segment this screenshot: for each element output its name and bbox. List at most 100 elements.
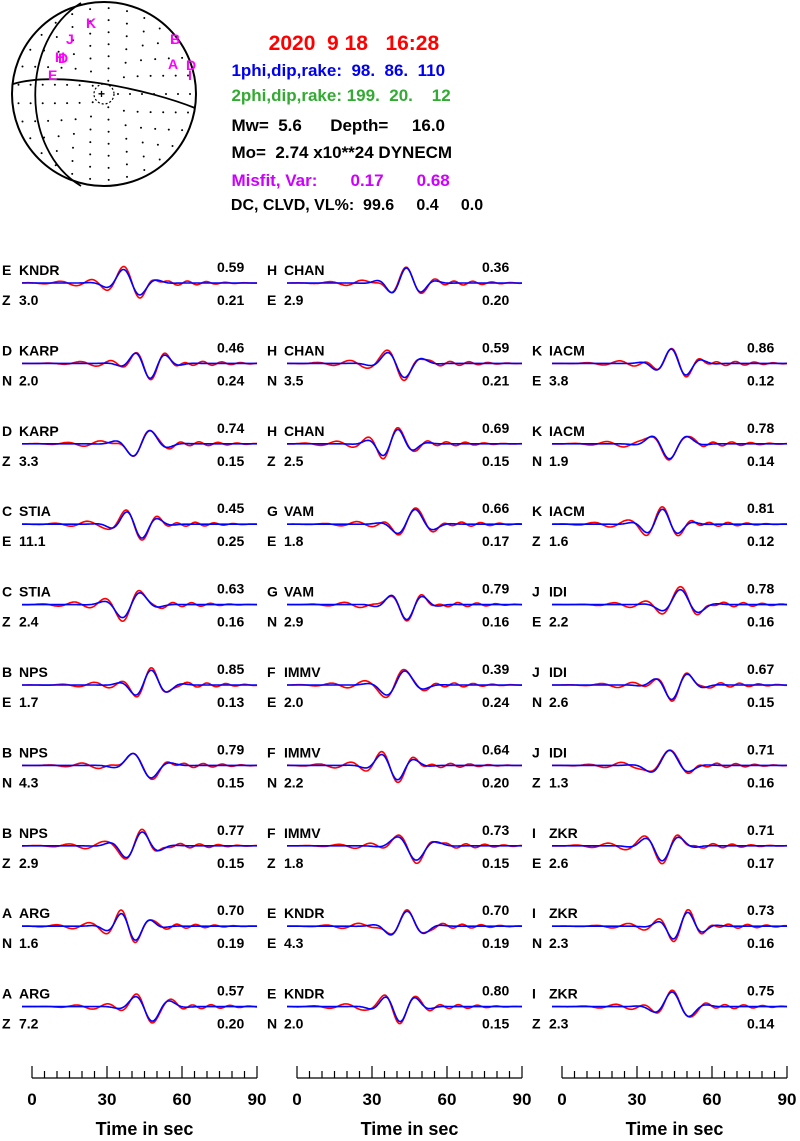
station-code: I xyxy=(532,905,536,921)
component: E xyxy=(532,614,541,630)
grid-dot xyxy=(141,44,144,47)
grid-dot xyxy=(125,35,128,38)
grid-dot xyxy=(124,61,127,64)
tick-label: 60 xyxy=(438,1090,457,1109)
station-code: E xyxy=(267,986,276,1002)
grid-dot xyxy=(89,153,92,156)
correlation-value: 0.59 xyxy=(482,339,509,355)
grid-dot xyxy=(162,111,165,114)
grid-dot xyxy=(140,59,142,62)
grid-dot xyxy=(89,165,92,168)
correlation-value: 0.70 xyxy=(482,902,509,918)
grid-dot xyxy=(107,106,110,109)
distance-value: 2.3 xyxy=(549,1016,569,1032)
grid-dot xyxy=(90,70,92,73)
correlation-value: 0.46 xyxy=(217,339,244,355)
component: Z xyxy=(532,1016,541,1032)
observed-trace xyxy=(287,750,522,784)
grid-dot xyxy=(122,109,125,112)
grid-dot xyxy=(156,143,159,146)
component: E xyxy=(267,694,276,710)
observed-trace xyxy=(287,668,523,699)
observed-trace xyxy=(22,351,258,381)
synthetic-trace xyxy=(552,911,787,940)
observed-trace xyxy=(287,266,522,295)
observed-trace xyxy=(22,589,257,623)
grid-dot xyxy=(167,57,170,60)
correlation-value: 0.71 xyxy=(747,741,774,757)
dc-label: DC, CLVD, VL%: xyxy=(230,197,355,214)
synthetic-trace xyxy=(552,836,787,862)
correlation-value: 0.73 xyxy=(482,822,509,838)
component: Z xyxy=(2,292,11,308)
observed-trace xyxy=(22,909,258,944)
station-code: E xyxy=(2,262,11,278)
synthetic-trace xyxy=(22,752,257,779)
mo-value: 2.74 x10**24 DYNECM xyxy=(275,143,453,162)
station-name: CHAN xyxy=(284,342,324,358)
correlation-value: 0.80 xyxy=(482,983,509,999)
correlation-value: 0.70 xyxy=(217,902,244,918)
grid-dot xyxy=(74,67,77,70)
observed-trace xyxy=(22,828,257,860)
distance-value: 2.9 xyxy=(284,292,304,308)
station-name: CHAN xyxy=(284,262,324,278)
grid-dot xyxy=(187,74,189,77)
station-code: J xyxy=(532,744,540,760)
grid-dot xyxy=(158,27,161,30)
component: E xyxy=(2,533,11,549)
time-axis: 0 30 60 90 Time in sec xyxy=(292,1066,531,1139)
grid-dot xyxy=(40,33,43,36)
tick-label: 60 xyxy=(703,1090,722,1109)
distance-value: 2.9 xyxy=(19,855,39,871)
grid-dot xyxy=(17,83,20,86)
correlation-value: 0.75 xyxy=(747,983,774,999)
station-name: ARG xyxy=(19,986,50,1002)
waveform-panel: H CHAN 0.69 Z 2.5 0.15 xyxy=(267,420,522,469)
mw-label: Mw= xyxy=(231,116,269,135)
observed-trace xyxy=(287,594,523,622)
station-name: IDI xyxy=(549,584,567,600)
grid-dot xyxy=(71,26,74,28)
station-code: H xyxy=(267,262,277,278)
bb-letter-h: H xyxy=(55,49,65,65)
correlation-value: 0.79 xyxy=(482,581,509,597)
grid-dot xyxy=(162,74,165,77)
grid-dot xyxy=(165,93,167,95)
shift-value: 0.20 xyxy=(482,774,509,790)
component: Z xyxy=(267,855,276,871)
distance-value: 1.6 xyxy=(549,533,569,549)
component: E xyxy=(2,694,11,710)
correlation-value: 0.85 xyxy=(217,661,244,677)
grid-dot xyxy=(107,7,110,10)
distance-value: 3.5 xyxy=(284,372,304,388)
header-date-line: 2020 9 18 16:28 xyxy=(257,8,440,56)
component: N xyxy=(267,1016,277,1032)
synthetic-trace xyxy=(287,594,522,621)
grid-dot xyxy=(89,44,92,47)
grid-dot xyxy=(71,13,74,16)
depth-value: 16.0 xyxy=(411,116,446,135)
waveform-panel: J IDI 0.71 Z 1.3 0.16 xyxy=(532,741,788,790)
grid-dot xyxy=(72,132,75,135)
event-date: 2020 9 18 xyxy=(268,32,368,55)
waveform-panel: B NPS 0.85 E 1.7 0.13 xyxy=(2,661,258,710)
distance-value: 2.9 xyxy=(284,614,304,630)
component: Z xyxy=(532,533,541,549)
grid-dot xyxy=(55,36,58,38)
station-code: F xyxy=(267,744,276,760)
synthetic-trace xyxy=(22,268,257,296)
grid-dot xyxy=(107,67,110,70)
grid-dot xyxy=(125,163,128,166)
station-code: D xyxy=(2,342,12,358)
shift-value: 0.25 xyxy=(217,533,244,549)
synthetic-trace xyxy=(287,508,522,535)
grid-dot xyxy=(154,58,157,61)
grid-dot xyxy=(167,128,170,131)
station-code: F xyxy=(267,825,276,841)
station-name: KNDR xyxy=(284,905,324,921)
component: Z xyxy=(532,774,541,790)
grid-dot xyxy=(60,119,63,122)
center-circle xyxy=(93,83,115,105)
grid-dot xyxy=(136,75,139,78)
